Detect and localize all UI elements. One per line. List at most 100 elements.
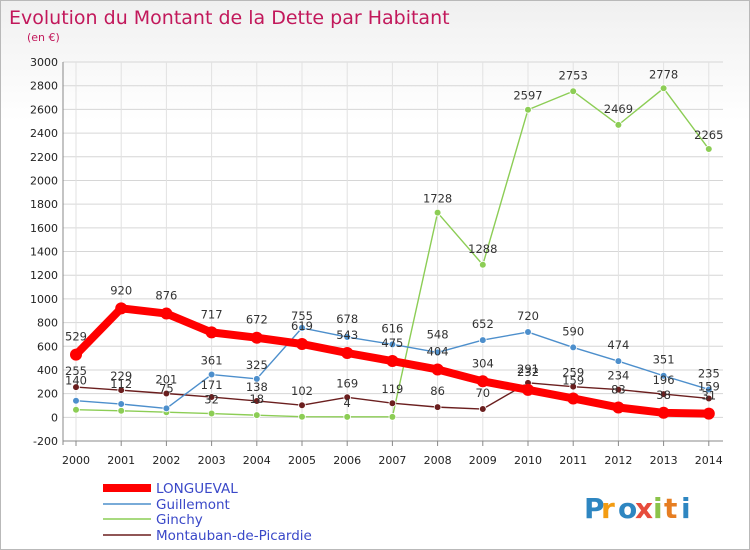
y-tick-label: -200 [33,435,58,448]
proxiti-logo: Pr ox i t i [584,492,691,525]
data-point [160,307,173,320]
data-label: 475 [381,336,403,350]
data-label: 102 [291,384,313,398]
data-label: 255 [65,364,87,378]
data-point [478,336,487,344]
data-label: 259 [562,366,584,380]
data-point [569,382,577,391]
data-label: 672 [246,313,268,327]
data-point [341,347,354,360]
data-point [343,333,352,341]
data-point [162,389,171,398]
data-label: 2469 [604,102,633,116]
data-point [431,363,444,376]
grid-layer [63,61,723,442]
data-label: 351 [653,353,675,367]
x-tick-label: 2000 [62,454,90,467]
y-tick-label: 2200 [30,151,58,164]
legend-label: Montauban-de-Picardie [156,528,312,544]
x-tick-label: 2014 [695,454,723,467]
y-tick-label: 2000 [30,174,58,187]
data-point [433,403,442,411]
data-label: 755 [291,309,313,323]
data-point [386,355,399,368]
data-label: 83 [611,382,626,396]
data-point [657,406,670,419]
chart-title: Evolution du Montant de la Dette par Hab… [9,7,450,29]
data-point [253,375,261,383]
data-label: 2597 [513,89,542,103]
data-label: 543 [336,328,358,342]
data-point [524,105,532,114]
data-label: 112 [110,377,132,391]
data-point [478,405,487,413]
data-label: 619 [291,319,313,333]
data-label: 361 [201,354,223,368]
data-label: 235 [698,366,720,380]
data-point [612,401,625,414]
data-point [207,370,216,379]
data-label: 304 [472,356,494,370]
legend-label: Ginchy [156,512,203,528]
y-tick-label: 600 [37,340,58,353]
data-label: 876 [155,289,177,303]
data-point [115,302,128,315]
data-point [569,87,577,96]
data-point [117,400,125,408]
y-tick-label: 2800 [30,80,58,93]
y-tick-label: 3000 [30,56,58,69]
data-point [659,84,668,93]
data-point [476,375,489,388]
y-tick-label: 1000 [30,293,58,306]
logo-letter: i [653,492,663,525]
x-tick-label: 2004 [243,454,271,467]
data-label: 75 [159,381,174,395]
y-tick-label: 800 [37,317,58,330]
axis-layer: -200 0 200 400 600 800 1000 1200 1400 1600 1800 200… [30,56,723,467]
data-point [388,413,397,421]
data-label: 474 [607,338,629,352]
data-point [659,371,668,380]
data-label: 196 [653,373,675,387]
data-point [614,385,623,394]
data-label: 920 [110,283,132,297]
data-label: 4 [344,396,351,410]
data-label: 229 [110,369,132,383]
data-label: 232 [517,365,539,379]
y-tick-label: 400 [37,364,58,377]
data-point [567,392,580,405]
data-point [298,324,306,332]
data-label: 171 [201,378,223,392]
data-point [659,390,668,398]
data-label: 548 [427,327,449,341]
data-point [524,328,532,336]
logo-letter: r [601,492,615,525]
data-label: 678 [336,312,358,326]
data-point [72,405,80,414]
data-point [250,331,263,344]
data-point [298,401,306,410]
data-label: 616 [381,321,403,335]
data-point [433,348,442,357]
data-point [343,393,352,402]
data-point [614,121,623,129]
data-label: 652 [472,317,494,331]
data-label: 31 [701,389,716,403]
data-label: 1288 [468,242,497,256]
logo-letter: P [584,492,605,525]
data-point [72,383,80,391]
data-label: 717 [201,307,223,321]
x-tick-label: 2011 [559,454,587,467]
x-tick-label: 2013 [650,454,678,467]
x-tick-label: 2006 [333,454,361,467]
data-point [522,383,534,396]
y-tick-label: 2400 [30,127,58,140]
legend: LONGUEVALGuillemontGinchyMontauban-de-Pi… [103,481,312,544]
data-point [162,404,171,413]
x-tick-label: 2009 [469,454,497,467]
data-point [614,357,623,365]
series-layer [70,84,715,421]
data-point [117,406,125,415]
x-tick-label: 2001 [107,454,135,467]
